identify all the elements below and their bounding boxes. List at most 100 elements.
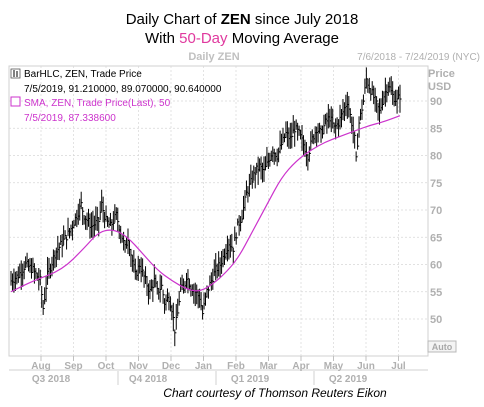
price-bar <box>161 275 164 290</box>
price-bar <box>376 96 379 113</box>
x-quarter-label: Q3 2018 <box>32 374 71 385</box>
price-bar <box>58 242 61 261</box>
auto-scale-button[interactable]: Auto <box>427 340 457 353</box>
auto-scale-label: Auto <box>432 342 453 352</box>
x-month-label: Apr <box>292 361 309 372</box>
chart-subtitle-suffix: Moving Average <box>228 30 339 47</box>
price-bar <box>231 233 234 252</box>
legend-sma-series: SMA, ZEN, Trade Price(Last), 50 <box>24 98 171 109</box>
price-bar <box>354 131 357 149</box>
y-axis: 50 55 60 65 70 75 80 85 90 <box>430 96 442 326</box>
chart-title-prefix: Daily Chart of <box>126 11 221 28</box>
y-tick-label: 90 <box>430 96 442 108</box>
price-bar <box>178 290 181 306</box>
y-tick-label: 50 <box>430 314 442 326</box>
legend-bar-series: BarHLC, ZEN, Trade Price <box>24 69 142 80</box>
price-bar <box>291 122 294 149</box>
price-bar <box>349 108 352 124</box>
x-month-label: Oct <box>98 361 115 372</box>
price-bar <box>381 90 385 111</box>
y-tick-label: 80 <box>430 151 442 163</box>
y-tick-label: 70 <box>430 205 442 217</box>
chart-title: Daily Chart of ZEN since July 2018 <box>126 11 359 28</box>
price-bar <box>357 133 360 150</box>
price-bar <box>244 190 247 211</box>
price-bar <box>112 211 115 231</box>
x-month-label: Aug <box>31 361 50 372</box>
price-bar <box>294 120 297 147</box>
grid-layer <box>9 66 428 356</box>
price-bar <box>177 298 180 317</box>
legend-bar-icon <box>10 68 21 79</box>
y-tick-label: 65 <box>430 232 442 244</box>
price-bar <box>399 84 402 113</box>
x-axis: Aug Sep Oct Nov Dec Jan Feb Mar Apr May Jun Jul Q3 2… <box>31 356 406 385</box>
x-month-label: Jan <box>195 361 212 372</box>
x-month-label: May <box>324 361 344 372</box>
chart-subtitle: With 50-Day Moving Average <box>145 30 339 47</box>
x-month-label: Nov <box>129 361 148 372</box>
plot-area[interactable] <box>8 65 429 357</box>
x-quarter-label: Q4 2018 <box>129 374 168 385</box>
x-month-label: Sep <box>64 361 82 372</box>
y-axis-price-label: Price <box>428 68 455 80</box>
chart-title-suffix: since July 2018 <box>251 11 359 28</box>
x-month-label: Jun <box>357 361 375 372</box>
y-tick-label: 75 <box>430 178 442 190</box>
panel-date-range: 7/6/2018 - 7/24/2019 (NYC) <box>357 52 480 63</box>
x-month-label: Mar <box>260 361 278 372</box>
price-bar <box>202 305 205 320</box>
price-bar <box>361 99 364 120</box>
price-bar <box>152 279 155 302</box>
price-bar <box>254 167 257 189</box>
price-bar <box>281 133 284 150</box>
x-month-label: Jul <box>391 361 406 372</box>
price-bar <box>117 207 120 232</box>
sma-line <box>10 115 401 293</box>
chart-subtitle-highlight: 50-Day <box>179 30 228 47</box>
price-bar <box>99 201 102 221</box>
legend-sma-icon <box>10 96 21 107</box>
price-bar <box>175 303 178 330</box>
y-tick-label: 55 <box>430 287 442 299</box>
y-tick-label: 85 <box>430 123 442 135</box>
legend: BarHLC, ZEN, Trade Price 7/5/2019, 91.21… <box>10 68 222 124</box>
price-bar <box>82 207 85 226</box>
price-bar <box>355 151 358 162</box>
panel-name: Daily ZEN <box>188 51 239 63</box>
price-bar <box>41 285 44 308</box>
price-bar <box>207 286 211 299</box>
x-month-label: Dec <box>162 361 181 372</box>
price-bar <box>251 170 254 189</box>
price-bar <box>23 261 26 280</box>
price-bar <box>42 299 45 315</box>
x-quarter-label: Q2 2019 <box>329 374 368 385</box>
price-bar <box>159 274 162 303</box>
x-quarter-label: Q1 2019 <box>231 374 270 385</box>
price-bars <box>10 67 402 347</box>
price-bar <box>142 258 145 277</box>
price-bar <box>365 67 368 89</box>
price-bar <box>323 114 326 135</box>
legend-bar-values: 7/5/2019, 91.210000, 89.070000, 90.64000… <box>24 84 222 95</box>
x-month-label: Feb <box>227 361 245 372</box>
y-tick-label: 60 <box>430 260 442 272</box>
price-bar <box>64 230 67 240</box>
chart-subtitle-prefix: With <box>145 30 179 47</box>
price-bar <box>172 302 175 332</box>
price-bar <box>362 94 366 105</box>
chart-credit: Chart courtesy of Thomson Reuters Eikon <box>163 386 387 400</box>
legend-sma-values: 7/5/2019, 87.338600 <box>24 113 116 124</box>
price-bar <box>66 236 69 250</box>
price-bar <box>212 268 215 290</box>
price-bar <box>80 191 83 210</box>
price-bar <box>358 116 361 138</box>
price-bar <box>174 329 177 347</box>
chart-title-ticker: ZEN <box>221 11 251 28</box>
price-bar <box>232 247 235 264</box>
price-bar <box>45 275 48 302</box>
price-bar <box>308 146 311 162</box>
price-bar <box>61 233 64 258</box>
